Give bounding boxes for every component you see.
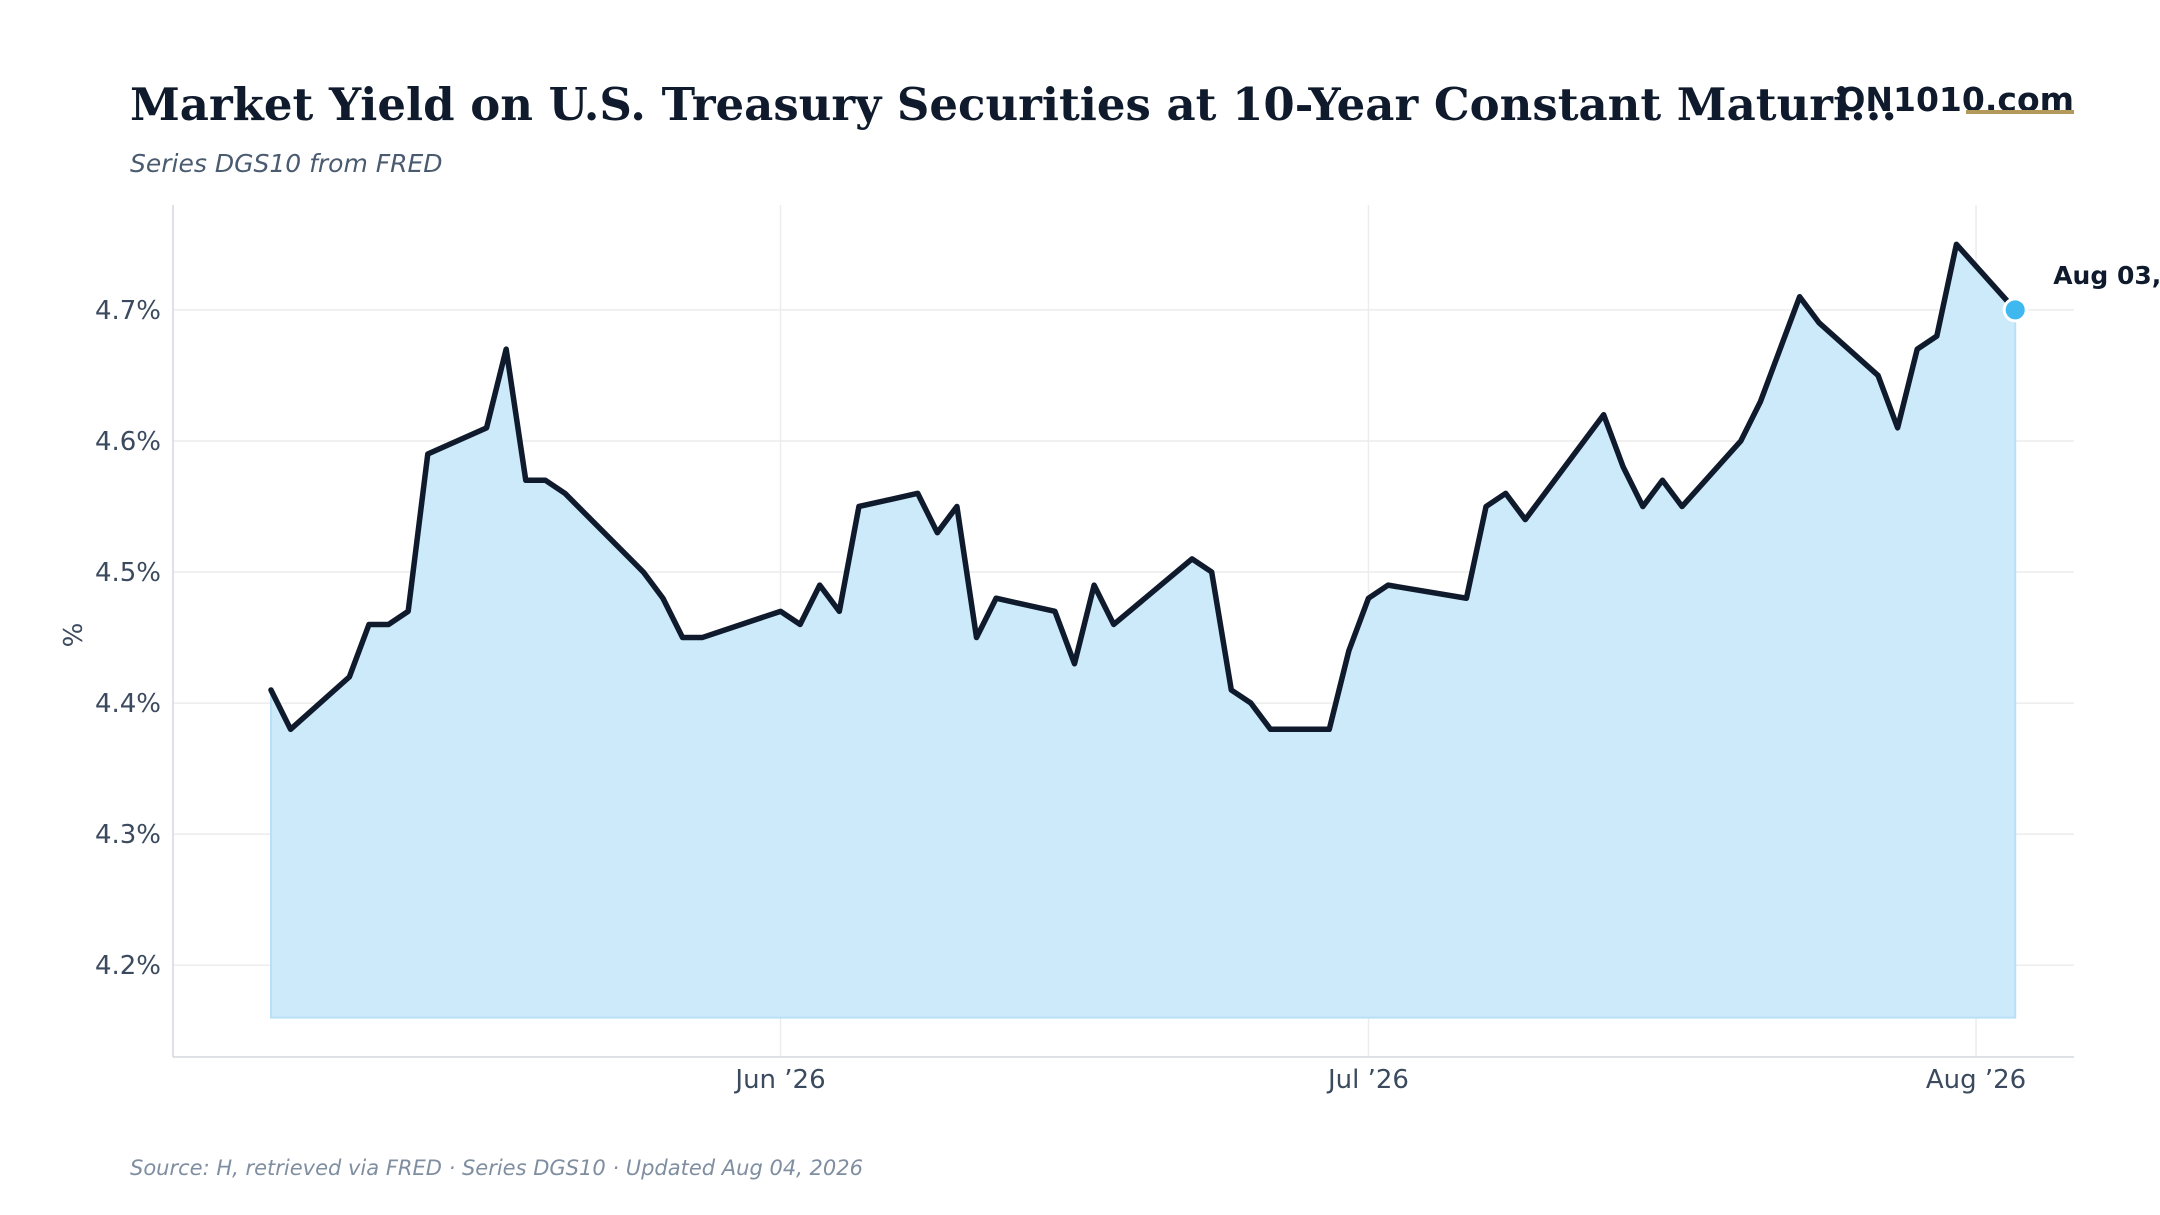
data-line	[268, 241, 2018, 733]
source-note: Source: H, retrieved via FRED · Series D…	[130, 1156, 863, 1180]
y-tick-labels: 4.2% 4.3% 4.4% 4.5% 4.6% 4.7%	[95, 296, 161, 981]
y-tick-label: 4.4%	[95, 689, 161, 719]
axes	[172, 205, 2074, 1058]
y-tick-label: 4.7%	[95, 296, 161, 326]
x-tick-labels: Jun ’26 Jul ’26 Aug ’26	[733, 1065, 2026, 1095]
chart-title: Market Yield on U.S. Treasury Securities…	[130, 78, 1897, 131]
last-value-marker	[2002, 297, 2028, 323]
series-line	[268, 241, 2018, 733]
y-tick-label: 4.2%	[95, 951, 161, 981]
y-tick-label: 4.6%	[95, 427, 161, 457]
area-fill	[269, 242, 2017, 1019]
y-tick-label: 4.3%	[95, 820, 161, 850]
x-tick-label: Jul ’26	[1326, 1065, 1409, 1095]
end-annotation: Aug 03, 2026	[2002, 261, 2160, 323]
x-tick-label: Aug ’26	[1926, 1065, 2026, 1095]
last-value-label: Aug 03, 2026	[2053, 261, 2160, 290]
chart-subtitle: Series DGS10 from FRED	[130, 149, 443, 178]
x-tick-label: Jun ’26	[733, 1065, 825, 1095]
y-axis-label: %	[59, 623, 89, 648]
y-tick-label: 4.5%	[95, 558, 161, 588]
area-path	[269, 242, 2017, 1019]
